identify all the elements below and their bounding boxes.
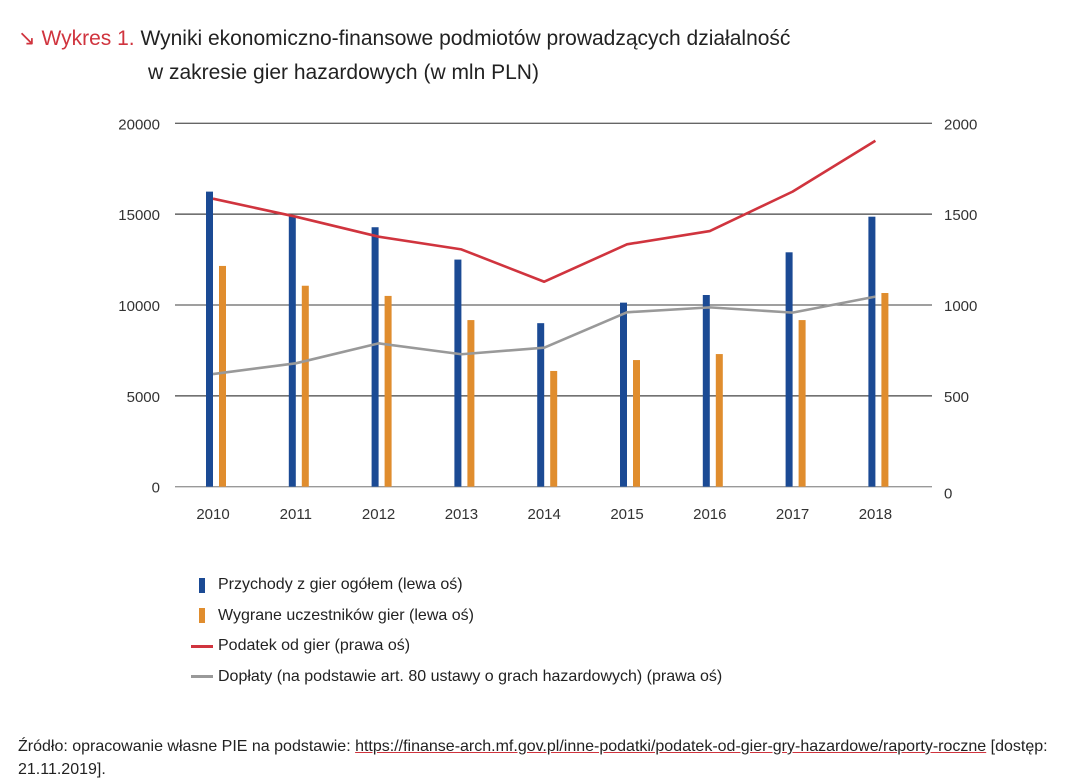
source-link[interactable]: https://finanse-arch.mf.gov.pl/inne-poda…	[355, 738, 987, 755]
bar-wygrane	[467, 320, 475, 487]
left-tick-label: 0	[152, 480, 160, 497]
legend-line-marker-icon	[190, 675, 214, 679]
legend-item: Dopłaty (na podstawie art. 80 ustawy o g…	[190, 662, 722, 693]
bar-przychody	[785, 252, 793, 487]
left-tick-label: 15000	[118, 207, 160, 224]
source-note: Źródło: opracowanie własne PIE na podsta…	[18, 735, 1078, 781]
bar-wygrane	[633, 360, 640, 487]
line-doplaty	[212, 295, 876, 376]
bar-wygrane	[301, 285, 309, 487]
x-tick-label: 2011	[280, 506, 312, 523]
x-tick-label: 2014	[528, 506, 561, 523]
legend-label: Wygrane uczestników gier (lewa oś)	[218, 606, 474, 624]
x-tick-label: 2010	[196, 506, 229, 523]
bar-przychody	[702, 295, 710, 487]
x-tick-label: 2016	[693, 506, 726, 523]
bar-wygrane	[798, 320, 806, 487]
chart-title: ↘ Wykres 1. Wyniki ekonomiczno-finansowe…	[18, 22, 790, 90]
right-tick-label: 1000	[944, 298, 977, 315]
legend-bar-marker-icon	[190, 608, 214, 624]
bar-wygrane	[384, 295, 392, 487]
legend-item: Wygrane uczestników gier (lewa oś)	[190, 601, 722, 632]
chart: 0 0 5000 500 10000 1000 15000 1500 20000 2000 2010…	[118, 116, 977, 523]
figure-label: Wykres 1.	[41, 27, 135, 50]
bar-wygrane	[219, 265, 226, 487]
line-podatek	[212, 139, 877, 284]
x-tick-label: 2017	[776, 506, 809, 523]
source-suffix: [dostęp: 21.11.2019].	[18, 738, 1048, 778]
x-tick-label: 2018	[859, 506, 892, 523]
bar-przychody	[537, 323, 545, 487]
legend-label: Podatek od gier (prawa oś)	[218, 637, 411, 655]
bar-przychody	[454, 259, 462, 487]
legend-bar-marker-icon	[190, 577, 214, 593]
legend-item: Podatek od gier (prawa oś)	[190, 631, 722, 662]
legend-label: Dopłaty (na podstawie art. 80 ustawy o g…	[218, 667, 723, 685]
title-line-2: w zakresie gier hazardowych (w mln PLN)	[148, 61, 539, 84]
bar-wygrane	[550, 370, 558, 487]
bar-przychody	[206, 191, 213, 487]
right-tick-label: 1500	[944, 207, 977, 224]
left-tick-label: 5000	[127, 389, 160, 406]
x-tick-label: 2013	[445, 506, 478, 523]
title-line-1: Wyniki ekonomiczno-finansowe podmiotów p…	[140, 27, 791, 50]
legend: Przychody z gier ogółem (lewa oś) Wygrane…	[190, 570, 722, 692]
source-prefix: Źródło: opracowanie własne PIE na podsta…	[18, 738, 356, 755]
right-tick-label: 0	[944, 486, 952, 503]
bar-przychody	[868, 216, 876, 487]
bar-przychody	[288, 215, 296, 487]
bar-wygrane	[715, 354, 723, 487]
arrow-icon: ↘	[18, 27, 36, 50]
bar-przychody	[371, 227, 379, 487]
bar-wygrane	[881, 293, 889, 487]
legend-item: Przychody z gier ogółem (lewa oś)	[190, 570, 722, 601]
x-tick-label: 2015	[610, 506, 643, 523]
bar-przychody	[620, 302, 627, 487]
left-tick-label: 20000	[118, 116, 160, 133]
x-tick-label: 2012	[362, 506, 395, 523]
legend-line-marker-icon	[190, 644, 214, 648]
right-tick-label: 2000	[944, 116, 977, 133]
left-tick-label: 10000	[118, 298, 160, 315]
legend-label: Przychody z gier ogółem (lewa oś)	[218, 576, 463, 594]
right-tick-label: 500	[944, 389, 969, 406]
